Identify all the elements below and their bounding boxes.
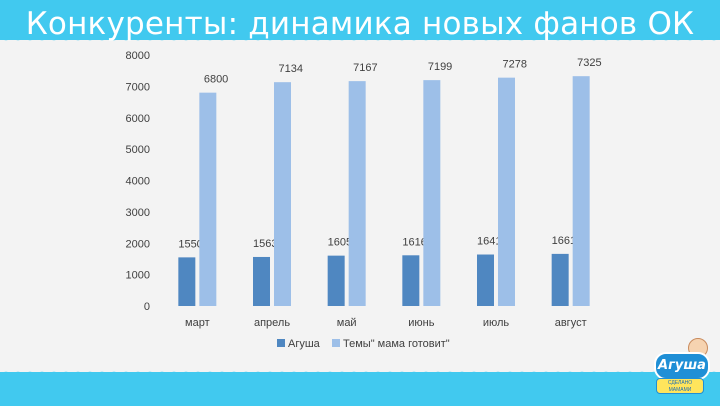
bar-agusha — [402, 255, 420, 306]
y-tick-label: 7000 — [126, 81, 150, 93]
data-label: 7278 — [503, 59, 527, 71]
y-tick-label: 6000 — [126, 113, 150, 125]
header-band — [0, 0, 720, 46]
data-label: 6800 — [204, 74, 228, 86]
bar-temy — [572, 76, 590, 306]
data-label: 1605 — [328, 237, 352, 249]
legend-swatch — [332, 339, 340, 347]
bar-agusha — [477, 254, 494, 306]
data-label: 7134 — [279, 63, 303, 75]
logo-tagline: СДЕЛАНО МАМАМИ — [656, 378, 704, 394]
y-tick-label: 1000 — [126, 270, 150, 282]
x-tick-label: июнь — [408, 317, 434, 329]
data-label: 7167 — [353, 62, 377, 74]
x-tick-label: апрель — [254, 317, 290, 329]
bar-temy — [348, 81, 366, 306]
page-title: Конкуренты: динамика новых фанов ОК — [25, 6, 695, 42]
agusha-logo: Агуша СДЕЛАНО МАМАМИ — [646, 338, 710, 394]
data-label: 1641 — [477, 236, 501, 248]
bar-temy — [199, 92, 217, 307]
x-tick-label: март — [185, 317, 210, 329]
y-tick-label: 2000 — [126, 238, 150, 250]
bar-temy — [423, 80, 441, 306]
data-label: 7199 — [428, 61, 452, 73]
legend-label: Агуша — [288, 338, 321, 350]
y-tick-label: 0 — [144, 301, 150, 313]
bar-temy — [498, 77, 515, 307]
bar-agusha — [178, 257, 196, 306]
data-label: 1661 — [552, 235, 576, 247]
y-tick-label: 8000 — [126, 50, 150, 62]
data-label: 7325 — [577, 57, 601, 69]
data-label: 1550 — [178, 238, 202, 250]
bar-agusha — [327, 255, 345, 306]
y-tick-label: 5000 — [126, 144, 150, 156]
x-tick-label: июль — [483, 317, 510, 329]
legend-swatch — [277, 339, 285, 347]
data-label: 1563 — [253, 238, 277, 250]
bar-agusha — [551, 253, 569, 306]
y-tick-label: 4000 — [126, 176, 150, 188]
footer-band — [0, 366, 720, 406]
data-label: 1616 — [402, 236, 426, 248]
y-tick-label: 3000 — [126, 207, 150, 219]
bar-agusha — [253, 256, 270, 306]
x-tick-label: август — [555, 317, 587, 329]
bar-temy — [274, 82, 291, 307]
x-tick-label: май — [337, 317, 357, 329]
logo-badge: Агуша — [654, 352, 710, 380]
legend-label: Темы" мама готовит" — [343, 338, 450, 350]
